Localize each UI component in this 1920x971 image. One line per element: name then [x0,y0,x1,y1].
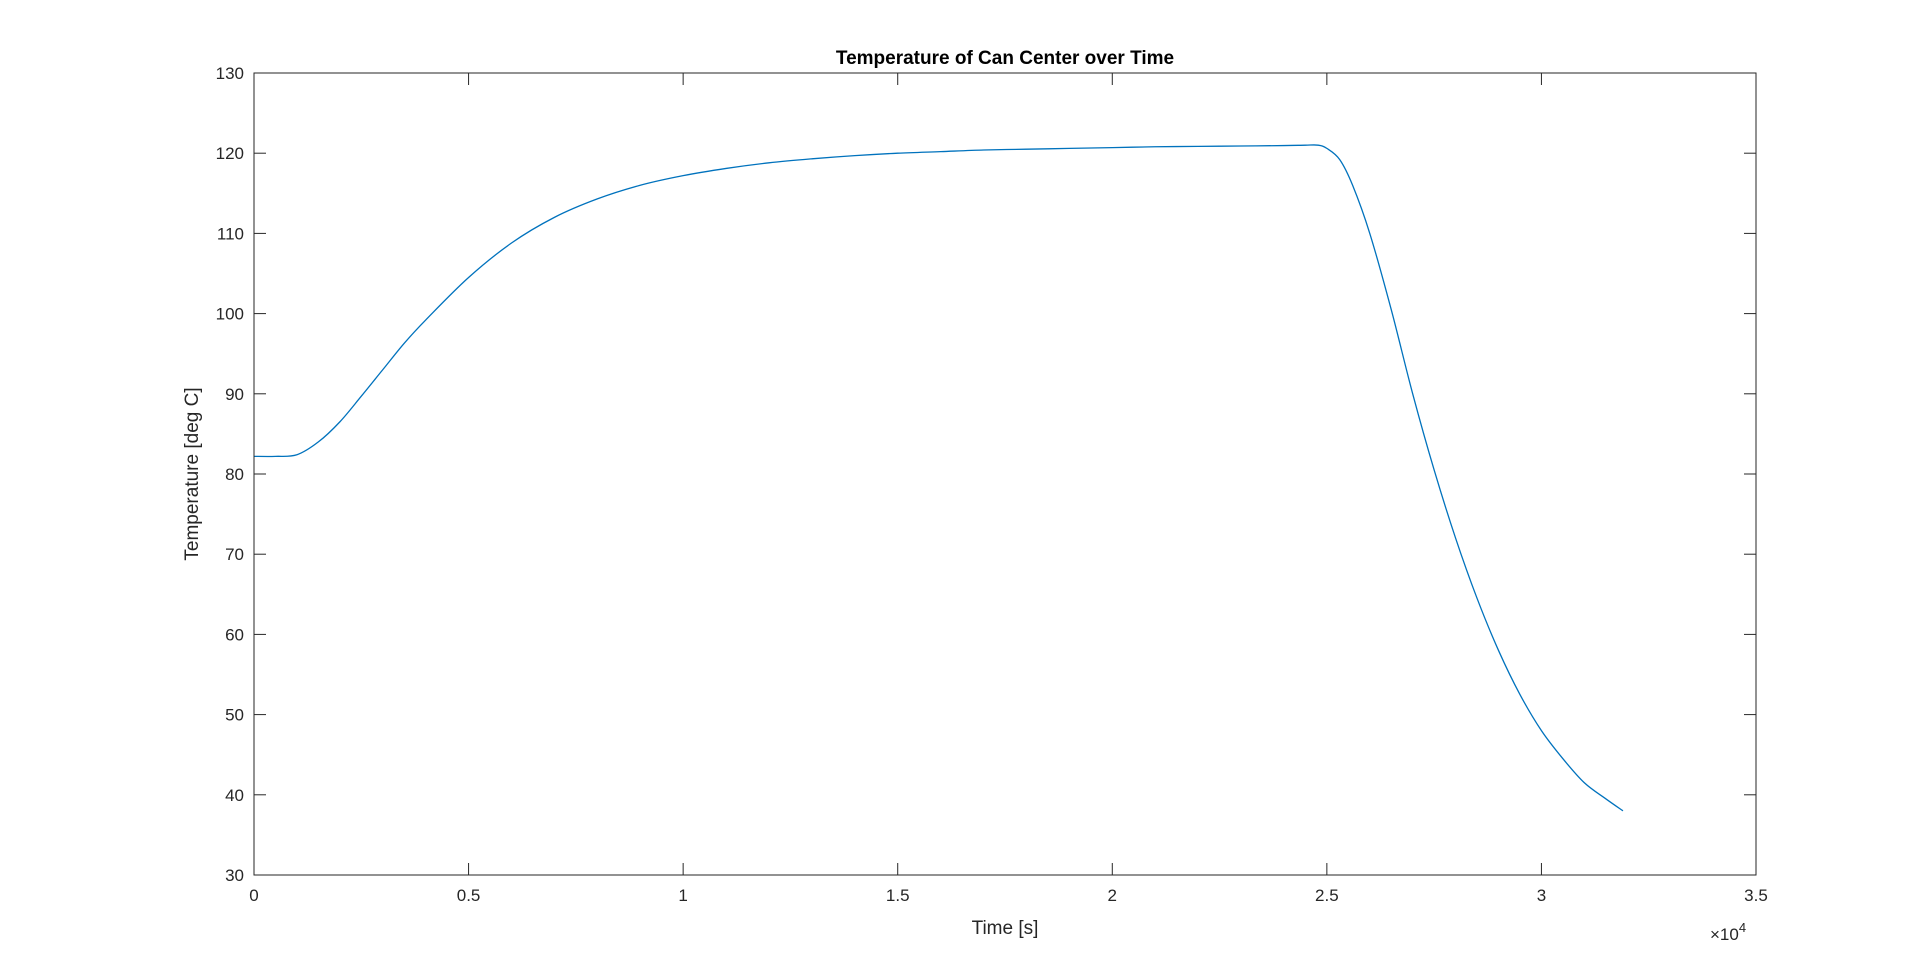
y-tick-label: 120 [216,144,244,163]
y-axis-ticks: 30 40 50 60 70 80 90 100 110 120 130 [216,64,1756,885]
x-exponent-label: ×104 [1710,920,1746,944]
y-tick-label: 80 [225,465,244,484]
x-tick-label: 0 [249,886,258,905]
series-line-temperature [253,144,1624,812]
y-tick-label: 70 [225,545,244,564]
y-tick-label: 90 [225,385,244,404]
y-tick-label: 60 [225,625,244,644]
chart-title: Temperature of Can Center over Time [836,48,1174,69]
x-exponent-base: ×10 [1710,925,1739,944]
x-tick-label: 1 [678,886,687,905]
x-tick-label: 2 [1108,886,1117,905]
y-tick-label: 110 [217,224,244,243]
plot-area [254,73,1756,875]
y-tick-label: 130 [216,64,244,83]
y-axis-label: Temperature [deg C] [182,387,203,560]
x-axis-label: Time [s] [972,918,1039,939]
x-tick-label: 2.5 [1315,886,1339,905]
series-layer [253,144,1624,812]
y-tick-label: 40 [225,786,244,805]
x-exponent-power: 4 [1739,920,1746,935]
x-tick-label: 3.5 [1744,886,1768,905]
x-tick-label: 3 [1537,886,1546,905]
y-tick-label: 50 [225,706,244,725]
x-tick-label: 0.5 [457,886,481,905]
y-tick-label: 30 [225,866,244,885]
x-tick-label: 1.5 [886,886,910,905]
x-axis-ticks: 0 0.5 1 1.5 2 2.5 3 3.5 [249,73,1768,905]
y-tick-label: 100 [216,305,244,324]
axes-box [253,72,1757,876]
